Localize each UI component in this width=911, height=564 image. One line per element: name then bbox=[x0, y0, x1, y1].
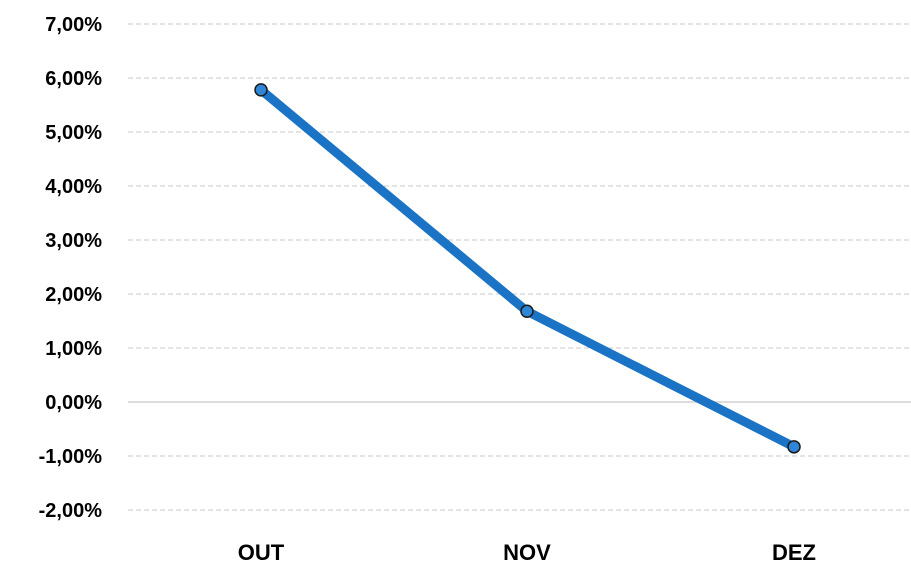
x-category-label: OUT bbox=[238, 540, 285, 564]
data-point-marker bbox=[521, 305, 533, 317]
y-tick-label: -1,00% bbox=[39, 446, 103, 468]
y-tick-label: 0,00% bbox=[45, 392, 102, 414]
data-point-marker bbox=[788, 441, 800, 453]
y-tick-label: 5,00% bbox=[45, 122, 102, 144]
y-axis-tick-labels: 7,00% 6,00% 5,00% 4,00% 3,00% 2,00% 1,00% 0,00%… bbox=[39, 14, 103, 522]
data-point-marker bbox=[255, 84, 267, 96]
series-line bbox=[261, 90, 794, 447]
y-tick-label: 1,00% bbox=[45, 338, 102, 360]
x-category-label: NOV bbox=[503, 540, 551, 564]
x-axis-category-labels: OUT NOV DEZ bbox=[238, 540, 816, 564]
x-category-label: DEZ bbox=[772, 540, 816, 564]
y-tick-label: 2,00% bbox=[45, 284, 102, 306]
y-tick-label: 3,00% bbox=[45, 230, 102, 252]
y-tick-label: 7,00% bbox=[45, 14, 102, 36]
y-tick-label: 6,00% bbox=[45, 68, 102, 90]
y-tick-label: -2,00% bbox=[39, 500, 103, 522]
series-layer bbox=[255, 84, 800, 453]
gridlines bbox=[128, 24, 911, 510]
y-tick-label: 4,00% bbox=[45, 176, 102, 198]
